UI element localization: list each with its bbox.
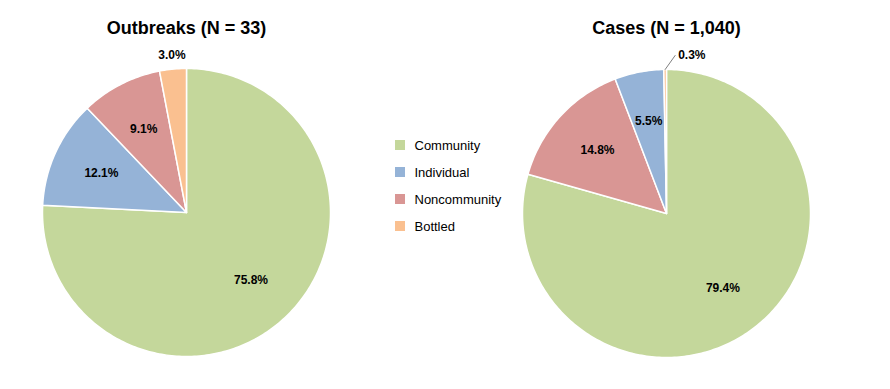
- svg-text:Bottled: Bottled: [415, 219, 455, 234]
- svg-text:Community: Community: [415, 138, 481, 153]
- svg-text:5.5%: 5.5%: [635, 114, 663, 128]
- svg-text:Individual: Individual: [415, 165, 470, 180]
- svg-text:Outbreaks (N = 33): Outbreaks (N = 33): [107, 18, 267, 38]
- svg-text:75.8%: 75.8%: [234, 273, 268, 287]
- svg-text:14.8%: 14.8%: [580, 143, 614, 157]
- svg-text:12.1%: 12.1%: [84, 166, 118, 180]
- svg-text:Cases (N = 1,040): Cases (N = 1,040): [592, 18, 741, 38]
- svg-text:9.1%: 9.1%: [130, 122, 158, 136]
- svg-text:3.0%: 3.0%: [158, 48, 186, 62]
- svg-text:0.3%: 0.3%: [678, 48, 706, 62]
- svg-text:Noncommunity: Noncommunity: [415, 192, 502, 207]
- svg-text:79.4%: 79.4%: [706, 281, 740, 295]
